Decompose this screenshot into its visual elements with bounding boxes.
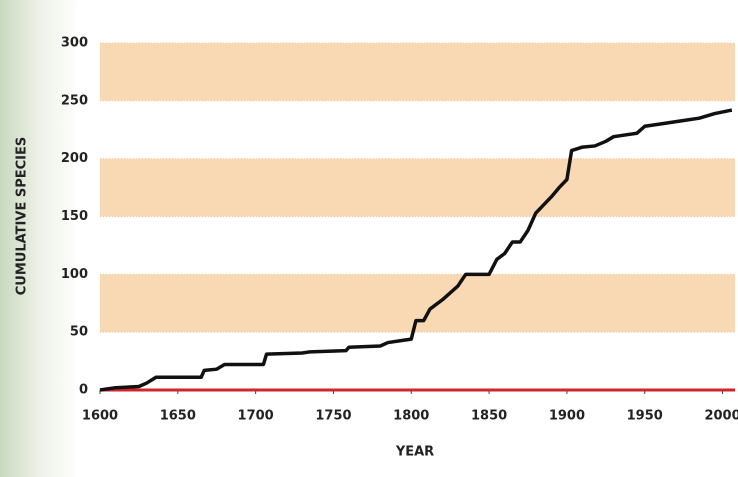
x-tick-label: 1750 bbox=[315, 409, 351, 424]
y-tick-label: 100 bbox=[61, 267, 88, 282]
band bbox=[100, 274, 735, 333]
y-tick-label: 250 bbox=[61, 93, 88, 108]
y-tick-label: 150 bbox=[61, 209, 88, 224]
y-tick-label: 200 bbox=[61, 151, 88, 166]
x-axis-title: YEAR bbox=[395, 445, 434, 460]
band bbox=[100, 43, 735, 101]
x-tick-label: 1650 bbox=[160, 409, 196, 424]
x-tick-label: 1950 bbox=[627, 409, 663, 424]
x-tick-label: 2000 bbox=[704, 409, 738, 424]
y-axis-title: CUMULATIVE SPECIES bbox=[15, 137, 30, 296]
y-tick-label: 300 bbox=[61, 36, 88, 51]
x-tick-label: 1850 bbox=[471, 409, 507, 424]
x-tick-label: 1600 bbox=[82, 409, 118, 424]
band bbox=[100, 158, 735, 217]
x-tick-label: 1700 bbox=[238, 409, 274, 424]
x-tick-label: 1800 bbox=[393, 409, 429, 424]
y-tick-label: 0 bbox=[79, 383, 88, 398]
y-tick-label: 50 bbox=[70, 325, 88, 340]
x-tick-label: 1900 bbox=[549, 409, 585, 424]
line bbox=[99, 108, 733, 392]
